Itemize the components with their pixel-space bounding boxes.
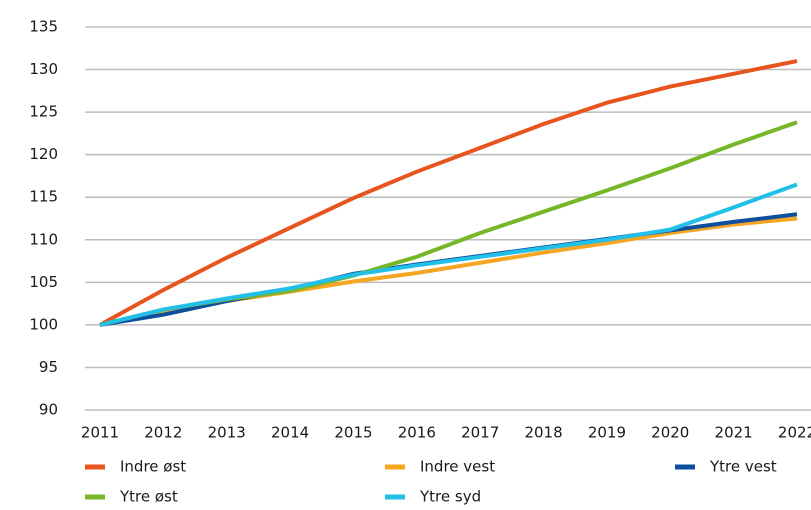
x-tick-label: 2014 — [271, 424, 309, 442]
y-tick-label: 115 — [29, 188, 58, 206]
y-tick-label: 135 — [29, 18, 58, 36]
y-tick-label: 100 — [29, 315, 58, 333]
x-tick-label: 2018 — [524, 424, 562, 442]
x-tick-label: 2015 — [334, 424, 372, 442]
x-tick-label: 2012 — [144, 424, 182, 442]
x-tick-label: 2011 — [81, 424, 119, 442]
series-line — [99, 216, 798, 327]
x-tick-label: 2016 — [398, 424, 436, 442]
series-line — [99, 182, 798, 327]
legend-label: Indre vest — [420, 458, 495, 476]
legend-label: Ytre vest — [709, 458, 777, 476]
y-tick-label: 130 — [29, 60, 58, 78]
y-tick-label: 95 — [39, 358, 58, 376]
x-tick-label: 2019 — [588, 424, 626, 442]
y-tick-label: 90 — [39, 401, 58, 419]
legend-label: Ytre øst — [119, 488, 178, 506]
x-tick-label: 2013 — [208, 424, 246, 442]
y-tick-label: 125 — [29, 103, 58, 121]
x-tick-label: 2017 — [461, 424, 499, 442]
y-tick-label: 120 — [29, 145, 58, 163]
x-tick-label: 2021 — [715, 424, 753, 442]
legend-label: Indre øst — [120, 458, 186, 476]
y-tick-label: 105 — [29, 273, 58, 291]
series-line — [99, 59, 798, 327]
y-tick-label: 110 — [29, 230, 58, 248]
x-tick-label: 2020 — [651, 424, 689, 442]
legend-label: Ytre syd — [419, 488, 481, 506]
x-tick-label: 2022 — [778, 424, 811, 442]
